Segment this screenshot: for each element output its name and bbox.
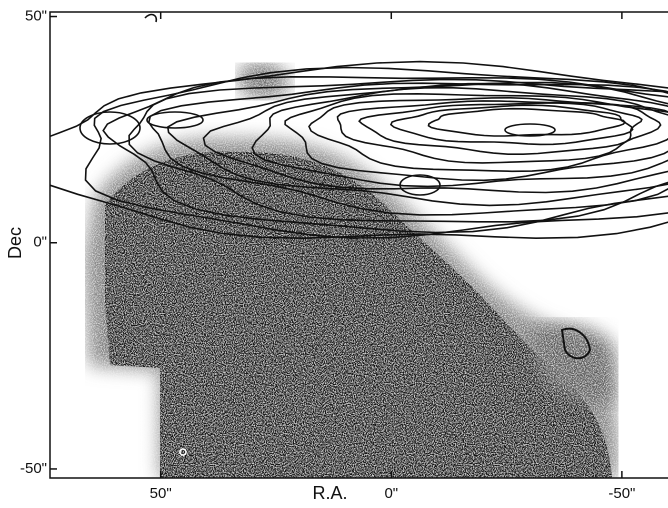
y-tick-label: 50": [25, 7, 47, 24]
x-tick-label: 0": [384, 485, 398, 502]
contour: [429, 109, 626, 136]
patch: [240, 63, 290, 97]
x-tick-label: -50": [608, 485, 635, 502]
contour: [391, 105, 633, 144]
contour: [145, 15, 156, 22]
chart: R.A. Dec 50" 0" -50" 50" 0" -50": [0, 0, 668, 508]
y-axis-label: Dec: [5, 227, 25, 259]
y-tick-label: -50": [20, 460, 47, 477]
core: [105, 152, 612, 478]
contour: [147, 112, 203, 128]
page: {"chart_data": {"type": "image", "xlabel…: [0, 0, 668, 508]
x-tick-label: 50": [150, 485, 172, 502]
contour: [359, 103, 642, 154]
y-tick-label: 0": [33, 234, 47, 251]
x-axis-label: R.A.: [312, 483, 347, 503]
image: [20, 15, 668, 478]
